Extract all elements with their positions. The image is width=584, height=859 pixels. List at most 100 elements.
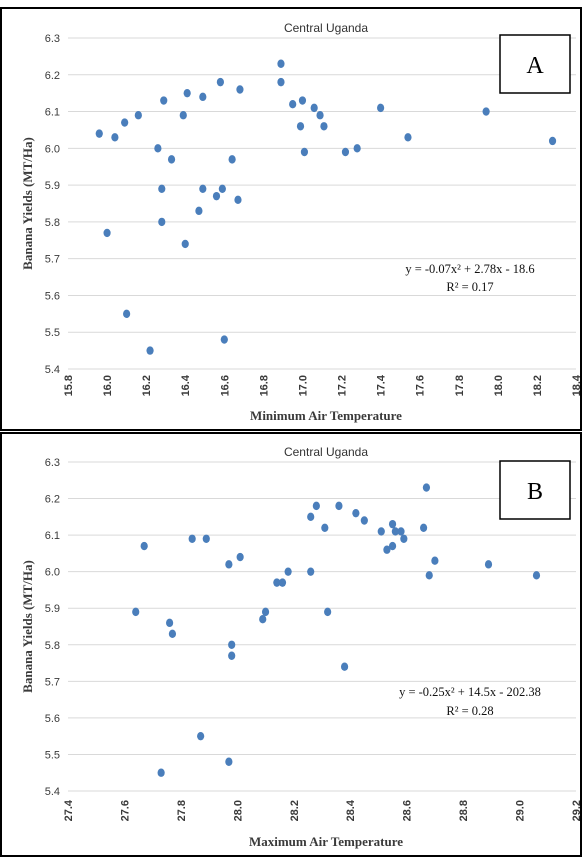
panel-a-x-tick-label: 18.0: [493, 375, 505, 396]
panel-b-data-point: [197, 731, 205, 741]
panel-a-y-axis-title: Banana Yields (MT/Ha): [20, 137, 35, 270]
panel-a-data-point: [179, 111, 187, 120]
panel-b-x-tick-label: 28.4: [345, 799, 357, 821]
panel-a-data-point: [404, 133, 412, 142]
panel-b-data-point: [383, 545, 391, 554]
panel-b-y-tick-label: 6.3: [45, 457, 60, 469]
panel-a-data-point: [234, 195, 242, 205]
panel-b-data-point: [335, 501, 343, 511]
panel-a-data-point: [289, 100, 297, 109]
panel-a-y-tick-label: 5.9: [45, 180, 60, 192]
panel-b-badge-box: [499, 460, 571, 520]
panel-a-data-point: [111, 133, 119, 142]
panel-b-data-point: [431, 556, 439, 565]
panel-b-data-point: [166, 618, 174, 628]
panel-a-x-tick-label: 16.2: [141, 375, 153, 396]
panel-a-data-point: [316, 111, 324, 120]
panel-b-x-tick-label: 28.0: [232, 800, 244, 821]
panel-a-y-tick-label: 5.7: [45, 254, 60, 266]
panel-b-x-tick-label: 28.2: [289, 800, 301, 821]
panel-a-x-tick-label: 17.4: [376, 374, 388, 396]
panel-b-data-point: [324, 607, 332, 617]
panel-b-chart-title: Central Uganda: [284, 445, 368, 459]
panel-b-y-tick-label: 6.1: [45, 530, 60, 542]
panel-a-data-point: [296, 122, 305, 131]
panel-b-data-point: [360, 516, 368, 525]
panel-b-data-point: [400, 534, 408, 543]
panel-b-y-tick-label: 5.4: [45, 786, 60, 798]
panel-a-data-point: [482, 107, 490, 116]
panel-a-badge-label: A: [526, 53, 544, 79]
panel-a-data-point: [158, 217, 166, 227]
panel-b-data-point: [397, 527, 405, 536]
panel-b-data-point: [132, 607, 140, 617]
panel-b-x-tick-label: 28.8: [458, 800, 470, 821]
panel-a-data-point: [154, 144, 162, 153]
panel-b-data-point: [188, 534, 196, 543]
scatter-chart-a: 5.4 5.5 5.6 5.7 5.8 5.9 6.0 6.1 6.2 6.3 15.8 16.0 16…: [20, 21, 583, 423]
panel-a-data-point: [158, 184, 166, 193]
panel-b-data-point: [340, 662, 349, 671]
panel-a-data-point: [183, 88, 191, 98]
panel-b-data-point: [425, 571, 433, 580]
panel-a-y-tick-label: 5.4: [45, 364, 60, 376]
panel-a-data-point: [95, 129, 103, 138]
panel-b-data-point: [228, 651, 236, 660]
panel-a-x-tick-label: 16.4: [180, 374, 192, 396]
panel-a-data-point: [218, 184, 226, 193]
chart-panel-b: 5.4 5.5 5.6 5.7 5.8 5.9 6.0 6.1 6.2 6.3 27.4 27.6 27…: [0, 432, 583, 857]
panel-a-x-tick-label: 16.6: [219, 375, 231, 396]
panel-a-data-point: [181, 239, 189, 249]
panel-a-x-tick-label: 15.8: [63, 375, 75, 396]
panel-b-y-tick-label: 6.2: [45, 494, 60, 506]
panel-a-data-point: [103, 228, 111, 238]
panel-b-data-point: [168, 629, 177, 639]
panel-b-data-point: [157, 768, 165, 777]
panel-a-data-point: [300, 147, 309, 157]
panel-b-data-point: [307, 512, 315, 522]
panel-a-data-point: [134, 111, 142, 120]
panel-a-x-tick-label: 17.2: [337, 375, 349, 396]
panel-b-data-point: [202, 534, 210, 543]
panel-b-data-point: [388, 541, 397, 551]
panel-a-y-tick-label: 5.6: [45, 290, 60, 302]
panel-b-y-axis-title: Banana Yields (MT/Ha): [20, 560, 35, 693]
panel-b-data-point: [278, 578, 287, 587]
panel-a-y-tick-label: 5.5: [45, 327, 60, 339]
panel-a-data-point: [167, 155, 176, 164]
panel-b-x-tick-label: 29.0: [515, 800, 527, 821]
panel-b-data-point: [140, 541, 148, 551]
scatter-chart-b: 5.4 5.5 5.6 5.7 5.8 5.9 6.0 6.1 6.2 6.3 27.4 27.6 27…: [20, 445, 583, 849]
panel-b-data-point: [532, 571, 541, 580]
panel-a-y-tick-label: 6.3: [45, 33, 60, 45]
panel-a-data-point: [212, 191, 221, 201]
panel-b-data-point: [225, 560, 233, 569]
panel-b-data-point: [352, 508, 360, 518]
panel-a-y-tick-label: 6.2: [45, 70, 60, 82]
panel-a-data-point: [548, 136, 557, 146]
panel-b-x-tick-label: 28.6: [402, 800, 414, 821]
panel-b-trendline-equation: y = -0.25x² + 14.5x - 202.38: [399, 685, 541, 699]
panel-a-data-point: [220, 335, 228, 344]
chart-panel-a: 5.4 5.5 5.6 5.7 5.8 5.9 6.0 6.1 6.2 6.3 15.8 16.0 16…: [0, 7, 583, 431]
panel-a-data-point: [228, 155, 236, 164]
panel-a-x-tick-label: 17.6: [415, 375, 427, 396]
panel-a-data-point: [121, 118, 129, 127]
panel-a-data-point: [341, 147, 350, 157]
panel-a-trendline-equation: y = -0.07x² + 2.78x - 18.6: [405, 262, 534, 276]
panel-a-data-point: [146, 346, 154, 355]
panel-a-badge-box: [499, 34, 571, 94]
panel-b-x-tick-label: 29.2: [571, 800, 583, 821]
panel-a-data-point: [160, 96, 168, 105]
panel-a-x-tick-label: 18.2: [532, 375, 544, 396]
panel-a-data-point: [216, 77, 224, 87]
panel-a-data-point: [320, 122, 328, 131]
panel-b-y-tick-label: 5.6: [45, 713, 60, 725]
panel-a-y-tick-label: 6.1: [45, 107, 60, 119]
panel-a-x-tick-label: 18.4: [571, 374, 583, 396]
panel-a-y-tick-label: 5.8: [45, 217, 60, 229]
panel-a-data-point: [236, 85, 244, 94]
panel-b-y-tick-label: 5.7: [45, 676, 60, 688]
panel-b-data-point: [484, 560, 493, 569]
panel-a-data-point: [199, 92, 207, 102]
